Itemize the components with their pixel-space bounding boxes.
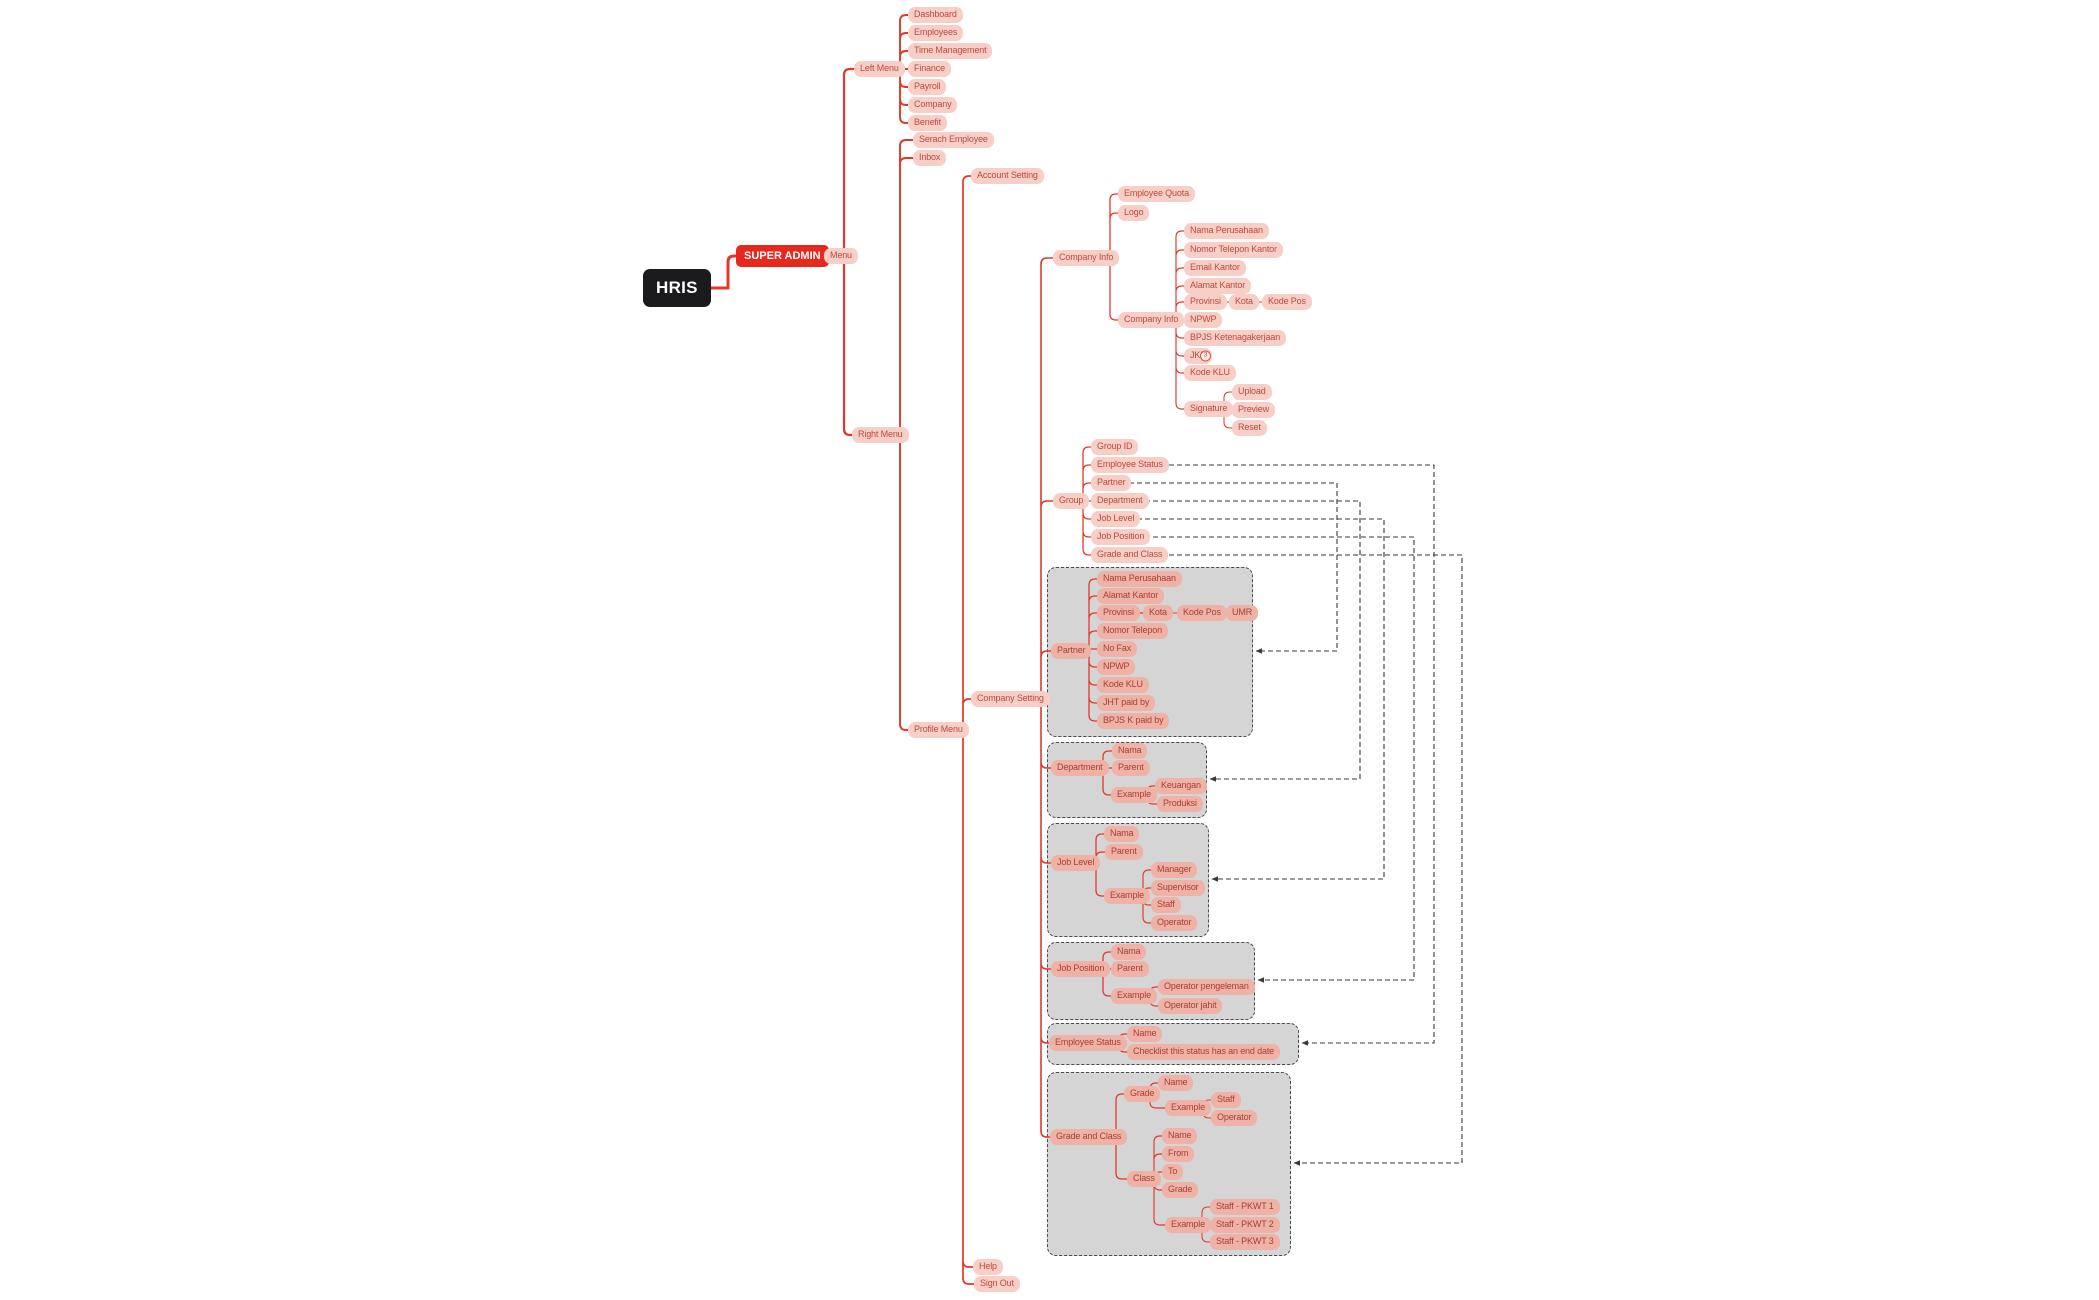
node-upload[interactable]: Upload [1232, 384, 1272, 400]
node-staff-pkwt-3[interactable]: Staff - PKWT 3 [1210, 1234, 1280, 1250]
node-alamat-kantor[interactable]: Alamat Kantor [1097, 588, 1165, 604]
node-account-setting[interactable]: Account Setting [971, 168, 1044, 184]
node-department[interactable]: Department [1091, 493, 1149, 509]
node-from[interactable]: From [1162, 1146, 1195, 1162]
node-grade[interactable]: Grade [1162, 1182, 1199, 1198]
node-job-position[interactable]: Job Position [1091, 529, 1151, 545]
node-time-management[interactable]: Time Management [908, 43, 993, 59]
node-nama[interactable]: Nama [1104, 826, 1140, 842]
node-menu[interactable]: Menu [824, 248, 858, 264]
node-supervisor[interactable]: Supervisor [1151, 880, 1205, 896]
node-left-menu[interactable]: Left Menu [854, 61, 905, 77]
node-company-info[interactable]: Company Info [1053, 250, 1120, 266]
node-company-info[interactable]: Company Info [1118, 312, 1185, 328]
node-name[interactable]: Name [1158, 1075, 1194, 1091]
node-name[interactable]: Name [1127, 1026, 1163, 1042]
node-bpjs-ketenagakerjaan[interactable]: BPJS Ketenagakerjaan [1184, 330, 1287, 346]
node-operator[interactable]: Operator [1151, 915, 1198, 931]
node-parent[interactable]: Parent [1105, 844, 1143, 860]
node-logo[interactable]: Logo [1118, 205, 1150, 221]
node-group[interactable]: Group [1053, 493, 1090, 509]
node-keuangan[interactable]: Keuangan [1155, 778, 1207, 794]
node-job-level[interactable]: Job Level [1051, 855, 1101, 871]
node-umr[interactable]: UMR [1226, 605, 1259, 621]
node-nomor-telepon-kantor[interactable]: Nomor Telepon Kantor [1184, 242, 1283, 258]
node-nama-perusahaan[interactable]: Nama Perusahaan [1097, 571, 1182, 587]
node-operator[interactable]: Operator [1211, 1110, 1258, 1126]
node-hris[interactable]: HRIS [643, 269, 711, 307]
node-example[interactable]: Example [1111, 988, 1157, 1004]
node-employee-quota[interactable]: Employee Quota [1118, 186, 1195, 202]
node-grade[interactable]: Grade [1124, 1086, 1161, 1102]
node-partner[interactable]: Partner [1051, 643, 1092, 659]
node-employee-status[interactable]: Employee Status [1049, 1035, 1127, 1051]
node-operator-jahit[interactable]: Operator jahit [1158, 998, 1223, 1014]
node-jht-paid-by[interactable]: JHT paid by [1097, 695, 1156, 711]
node-nama[interactable]: Nama [1112, 743, 1148, 759]
node-grade-and-class[interactable]: Grade and Class [1091, 547, 1169, 563]
node-kode-klu[interactable]: Kode KLU [1097, 677, 1149, 693]
node-employee-status[interactable]: Employee Status [1091, 457, 1169, 473]
node-to[interactable]: To [1162, 1164, 1184, 1180]
node-sign-out[interactable]: Sign Out [974, 1276, 1020, 1292]
node-signature[interactable]: Signature [1184, 401, 1234, 417]
node-grade-and-class[interactable]: Grade and Class [1050, 1129, 1128, 1145]
node-kode-pos[interactable]: Kode Pos [1177, 605, 1227, 621]
node-payroll[interactable]: Payroll [908, 79, 947, 95]
node-staff[interactable]: Staff [1151, 897, 1181, 913]
node-bpjs-k-paid-by[interactable]: BPJS K paid by [1097, 713, 1170, 729]
node-checklist-this-status-has-an-end-date[interactable]: Checklist this status has an end date [1127, 1044, 1281, 1060]
node-alamat-kantor[interactable]: Alamat Kantor [1184, 278, 1252, 294]
node-example[interactable]: Example [1104, 888, 1150, 904]
node-kode-pos[interactable]: Kode Pos [1262, 294, 1312, 310]
node-nama-perusahaan[interactable]: Nama Perusahaan [1184, 223, 1269, 239]
node-class[interactable]: Class [1127, 1171, 1161, 1187]
node-staff-pkwt-2[interactable]: Staff - PKWT 2 [1210, 1217, 1280, 1233]
node-preview[interactable]: Preview [1232, 402, 1275, 418]
node-finance[interactable]: Finance [908, 61, 951, 77]
node-help[interactable]: Help [973, 1259, 1003, 1275]
node-manager[interactable]: Manager [1151, 862, 1198, 878]
node-benefit[interactable]: Benefit [908, 115, 947, 131]
node-operator-pengeleman[interactable]: Operator pengeleman [1158, 979, 1255, 995]
node-provinsi[interactable]: Provinsi [1097, 605, 1140, 621]
node-provinsi[interactable]: Provinsi [1184, 294, 1227, 310]
node-staff[interactable]: Staff [1211, 1092, 1241, 1108]
node-super-admin[interactable]: SUPER ADMIN [736, 245, 829, 267]
node-npwp[interactable]: NPWP [1184, 312, 1223, 328]
node-serach-employee[interactable]: Serach Employee [913, 132, 994, 148]
node-parent[interactable]: Parent [1112, 760, 1150, 776]
node-kode-klu[interactable]: Kode KLU [1184, 365, 1236, 381]
node-partner[interactable]: Partner [1091, 475, 1132, 491]
node-name[interactable]: Name [1162, 1128, 1198, 1144]
node-employees[interactable]: Employees [908, 25, 964, 41]
node-nama[interactable]: Nama [1111, 944, 1147, 960]
node-right-menu[interactable]: Right Menu [852, 427, 909, 443]
node-parent[interactable]: Parent [1111, 961, 1149, 977]
node-example[interactable]: Example [1165, 1100, 1211, 1116]
node-example[interactable]: Example [1111, 787, 1157, 803]
node-company-setting[interactable]: Company Setting [971, 691, 1050, 707]
node-produksi[interactable]: Produksi [1157, 796, 1203, 812]
node-npwp[interactable]: NPWP [1097, 659, 1136, 675]
node-dashboard[interactable]: Dashboard [908, 7, 963, 23]
node-email-kantor[interactable]: Email Kantor [1184, 260, 1246, 276]
node-profile-menu[interactable]: Profile Menu [908, 722, 969, 738]
node-kota[interactable]: Kota [1229, 294, 1259, 310]
node-job-level[interactable]: Job Level [1091, 511, 1141, 527]
node-kota[interactable]: Kota [1143, 605, 1173, 621]
node-example[interactable]: Example [1165, 1217, 1211, 1233]
node-no-fax[interactable]: No Fax [1097, 641, 1138, 657]
node-department[interactable]: Department [1051, 760, 1109, 776]
node-nomor-telepon[interactable]: Nomor Telepon [1097, 623, 1168, 639]
node-reset[interactable]: Reset [1232, 420, 1267, 436]
collapsed-count-badge[interactable]: 3 [1200, 350, 1211, 362]
node-company[interactable]: Company [908, 97, 958, 113]
node-group-id[interactable]: Group ID [1091, 439, 1139, 455]
node-inbox[interactable]: Inbox [913, 150, 947, 166]
node-job-position[interactable]: Job Position [1051, 961, 1111, 977]
node-staff-pkwt-1[interactable]: Staff - PKWT 1 [1210, 1199, 1280, 1215]
